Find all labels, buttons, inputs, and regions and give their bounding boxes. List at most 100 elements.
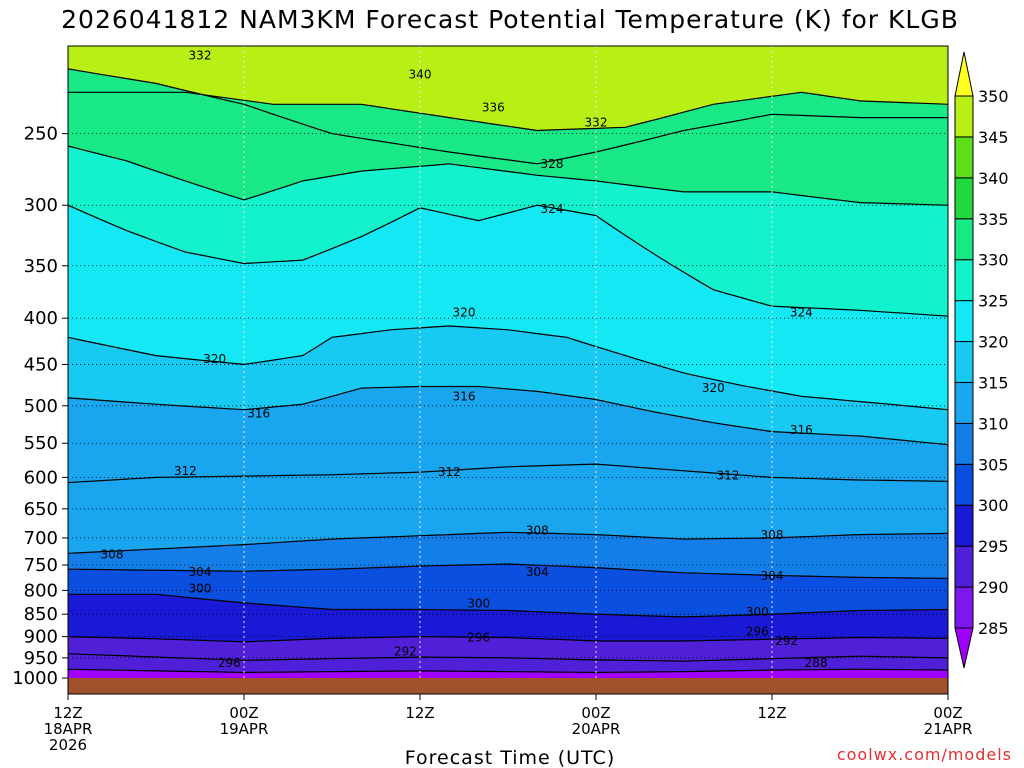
- colorbar-segment: [954, 177, 974, 220]
- colorbar-label: 290: [978, 578, 1009, 597]
- contour-line: [68, 463, 948, 484]
- colorbar-segment: [954, 422, 974, 465]
- contour-line: [68, 668, 948, 674]
- y-axis-ticks: 2503003504004505005506006507007508008509…: [12, 124, 68, 689]
- grid-lines: [68, 46, 948, 678]
- contour-line: [68, 635, 948, 643]
- y-tick-label: 800: [24, 580, 58, 601]
- colorbar-segment: [954, 463, 974, 506]
- x-tick-label: 18APR: [44, 720, 93, 738]
- contour-label: 332: [585, 115, 608, 129]
- x-tick-label: 00Z: [229, 704, 258, 722]
- colorbar-label: 285: [978, 619, 1009, 638]
- x-tick-label: 12Z: [757, 704, 786, 722]
- contour-label: 332: [189, 49, 212, 63]
- colorbar-label: 345: [978, 128, 1009, 147]
- colorbar-label: 300: [978, 496, 1009, 515]
- contour-label: 308: [761, 528, 784, 542]
- contour-label: 288: [805, 656, 828, 670]
- contour-label: 296: [218, 656, 241, 670]
- contour-label: 340: [409, 67, 432, 81]
- y-tick-label: 250: [24, 124, 58, 145]
- contour-label: 300: [189, 581, 212, 595]
- x-tick-label: 12Z: [53, 704, 82, 722]
- y-tick-label: 850: [24, 604, 58, 625]
- colorbar-segment: [954, 218, 974, 261]
- contour-lines: [68, 68, 948, 674]
- contour-label: 324: [790, 305, 813, 319]
- contour-line: [68, 385, 948, 446]
- colorbar-label: 330: [978, 251, 1009, 270]
- y-tick-label: 450: [24, 354, 58, 375]
- contour-line: [68, 68, 948, 165]
- x-tick-label: 2026: [49, 736, 87, 754]
- contour-label: 320: [453, 305, 476, 319]
- y-tick-label: 1000: [12, 668, 58, 689]
- contour-label: 312: [717, 468, 740, 482]
- colorbar-label: 315: [978, 373, 1009, 392]
- colorbar-label: 320: [978, 333, 1009, 352]
- contour-label: 304: [526, 565, 549, 579]
- y-tick-label: 750: [24, 555, 58, 576]
- x-tick-label: 20APR: [572, 720, 621, 738]
- contour-label: 324: [541, 202, 564, 216]
- contour-label: 316: [790, 423, 813, 437]
- contour-label: 328: [541, 157, 564, 171]
- contour-label: 316: [247, 407, 270, 421]
- contour-label: 292: [394, 645, 417, 659]
- contour-label: 320: [702, 381, 725, 395]
- y-tick-label: 350: [24, 256, 58, 277]
- plot-frame: [67, 45, 949, 695]
- temperature-band: [68, 594, 948, 642]
- contour-label: 300: [746, 605, 769, 619]
- chart-title: 2026041812 NAM3KM Forecast Potential Tem…: [61, 5, 959, 34]
- x-tick-label: 12Z: [405, 704, 434, 722]
- contour-line: [68, 325, 948, 411]
- temperature-band: [68, 653, 948, 673]
- temperature-band: [68, 68, 948, 164]
- credit-text: coolwx.com/models: [837, 745, 1012, 764]
- colorbar-segment: [954, 545, 974, 588]
- y-tick-label: 700: [24, 528, 58, 549]
- colorbar-segment: [954, 136, 974, 179]
- x-tick-label: 21APR: [924, 720, 973, 738]
- contour-label: 296: [467, 630, 490, 644]
- y-tick-label: 650: [24, 499, 58, 520]
- y-tick-label: 950: [24, 648, 58, 669]
- colorbar-label: 295: [978, 537, 1009, 556]
- contour-label: 308: [101, 547, 124, 561]
- colorbar-label: 350: [978, 87, 1009, 106]
- contour-line: [68, 145, 948, 206]
- contour-line: [68, 204, 948, 317]
- y-tick-label: 600: [24, 467, 58, 488]
- colorbar-segment: [954, 341, 974, 383]
- temperature-band: [68, 532, 948, 579]
- contour-label: 304: [761, 569, 784, 583]
- colorbar-label: 310: [978, 414, 1009, 433]
- colorbar-segment: [954, 586, 974, 629]
- colorbar-segment: [954, 504, 974, 547]
- colorbar-label: 325: [978, 292, 1009, 311]
- colorbar: 285 290 295 300 305 310 315 320 325 330 335 340 345 3…: [954, 51, 1009, 669]
- temperature-band: [68, 205, 948, 410]
- temperature-band: [68, 386, 948, 483]
- y-tick-label: 900: [24, 627, 58, 648]
- colorbar-segment: [954, 259, 974, 302]
- colorbar-top-arrow: [954, 51, 974, 97]
- contour-label: 312: [438, 465, 461, 479]
- contour-label: 300: [467, 596, 490, 610]
- y-tick-label: 500: [24, 396, 58, 417]
- contour-label: 308: [526, 524, 549, 538]
- colorbar-label: 340: [978, 169, 1009, 188]
- contour-label: 312: [174, 464, 197, 478]
- contour-line: [68, 563, 948, 579]
- y-tick-label: 550: [24, 433, 58, 454]
- contour-line: [68, 593, 948, 618]
- temperature-band: [68, 325, 948, 445]
- temperature-band: [68, 68, 948, 206]
- x-tick-label: 19APR: [220, 720, 269, 738]
- y-tick-label: 400: [24, 308, 58, 329]
- ground-bar: [68, 678, 948, 694]
- x-tick-label: 00Z: [581, 704, 610, 722]
